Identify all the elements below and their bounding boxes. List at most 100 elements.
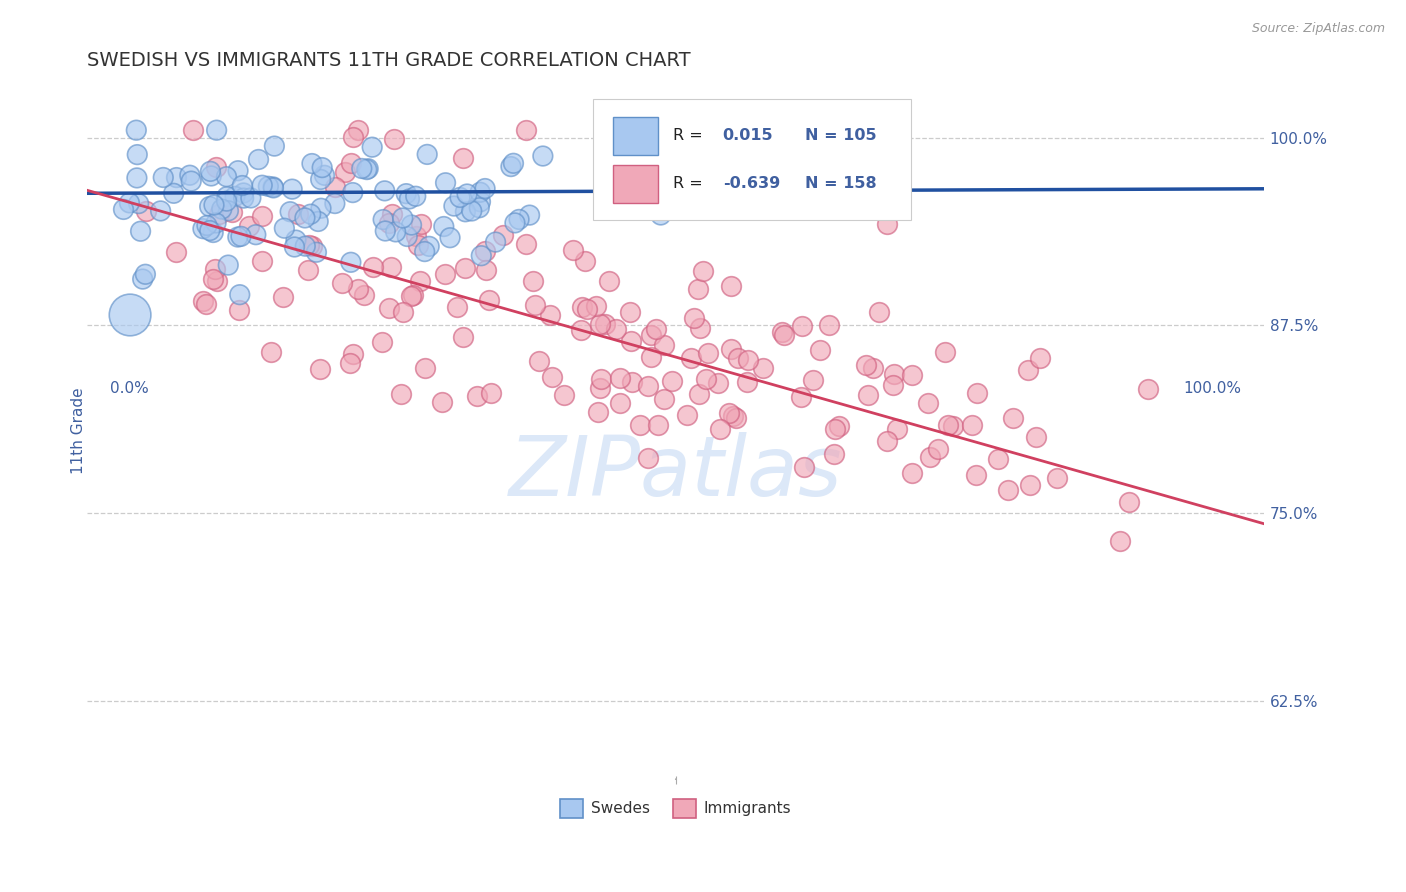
- Text: 100.0%: 100.0%: [1184, 381, 1241, 396]
- Text: N = 158: N = 158: [806, 177, 877, 192]
- Point: [405, 229, 427, 244]
- Point: [654, 392, 676, 406]
- Point: [283, 240, 305, 254]
- Point: [737, 352, 759, 367]
- Point: [396, 229, 419, 244]
- Point: [647, 418, 669, 433]
- Point: [330, 276, 353, 290]
- Point: [294, 211, 316, 225]
- Point: [586, 404, 609, 418]
- Point: [228, 302, 250, 317]
- Point: [250, 178, 273, 193]
- Point: [1118, 495, 1140, 509]
- Point: [406, 238, 429, 252]
- Text: ZIPatlas: ZIPatlas: [509, 432, 842, 513]
- Point: [451, 329, 474, 343]
- Point: [409, 274, 432, 288]
- Point: [384, 225, 406, 239]
- Point: [134, 267, 156, 281]
- Point: [371, 335, 394, 350]
- Point: [718, 406, 741, 420]
- Point: [299, 207, 322, 221]
- Text: N = 105: N = 105: [806, 128, 877, 143]
- Point: [574, 254, 596, 268]
- Point: [571, 300, 593, 314]
- Point: [342, 347, 364, 361]
- Point: [163, 186, 186, 201]
- Point: [707, 376, 730, 390]
- Point: [696, 346, 718, 360]
- Point: [882, 378, 904, 392]
- Point: [773, 327, 796, 342]
- Point: [339, 156, 361, 170]
- Point: [226, 163, 249, 178]
- Point: [720, 279, 742, 293]
- Point: [920, 450, 942, 464]
- Point: [987, 451, 1010, 466]
- Point: [205, 123, 228, 137]
- Point: [361, 260, 384, 274]
- Point: [205, 216, 228, 230]
- Point: [735, 376, 758, 390]
- Point: [934, 345, 956, 359]
- Point: [402, 288, 425, 302]
- Point: [1137, 382, 1160, 396]
- Point: [340, 255, 363, 269]
- Point: [640, 350, 662, 364]
- Point: [350, 161, 373, 176]
- Point: [681, 351, 703, 365]
- Point: [278, 204, 301, 219]
- Point: [202, 198, 225, 212]
- Point: [120, 308, 142, 322]
- Point: [361, 140, 384, 154]
- Point: [285, 233, 308, 247]
- Point: [200, 164, 222, 178]
- Point: [479, 386, 502, 401]
- Point: [593, 317, 616, 331]
- Point: [886, 422, 908, 436]
- Point: [262, 180, 284, 194]
- Point: [215, 194, 238, 208]
- Point: [515, 123, 537, 137]
- Point: [247, 153, 270, 167]
- Point: [413, 361, 436, 376]
- Point: [297, 263, 319, 277]
- Point: [413, 244, 436, 259]
- Point: [342, 186, 364, 200]
- Point: [262, 181, 284, 195]
- Point: [229, 287, 252, 301]
- Point: [301, 156, 323, 170]
- Y-axis label: 11th Grade: 11th Grade: [72, 387, 86, 474]
- Point: [461, 204, 484, 219]
- Point: [200, 169, 222, 183]
- Point: [433, 267, 456, 281]
- Point: [808, 343, 831, 357]
- Point: [720, 343, 742, 357]
- Point: [503, 216, 526, 230]
- Point: [502, 156, 524, 170]
- Point: [191, 221, 214, 235]
- Point: [688, 386, 710, 401]
- Point: [181, 123, 204, 137]
- Point: [484, 235, 506, 249]
- Point: [801, 373, 824, 387]
- Point: [378, 301, 401, 315]
- Point: [465, 389, 488, 403]
- Point: [589, 318, 612, 332]
- Text: Source: ZipAtlas.com: Source: ZipAtlas.com: [1251, 22, 1385, 36]
- Point: [1017, 362, 1039, 376]
- Point: [179, 168, 201, 182]
- Point: [226, 230, 249, 244]
- Point: [883, 367, 905, 381]
- Point: [470, 249, 492, 263]
- Point: [401, 218, 423, 232]
- Point: [508, 212, 530, 227]
- Point: [294, 239, 316, 253]
- Point: [165, 244, 187, 259]
- Point: [727, 351, 749, 365]
- Point: [709, 422, 731, 436]
- Point: [127, 147, 149, 161]
- Point: [876, 218, 898, 232]
- Point: [298, 238, 321, 252]
- Point: [309, 172, 332, 186]
